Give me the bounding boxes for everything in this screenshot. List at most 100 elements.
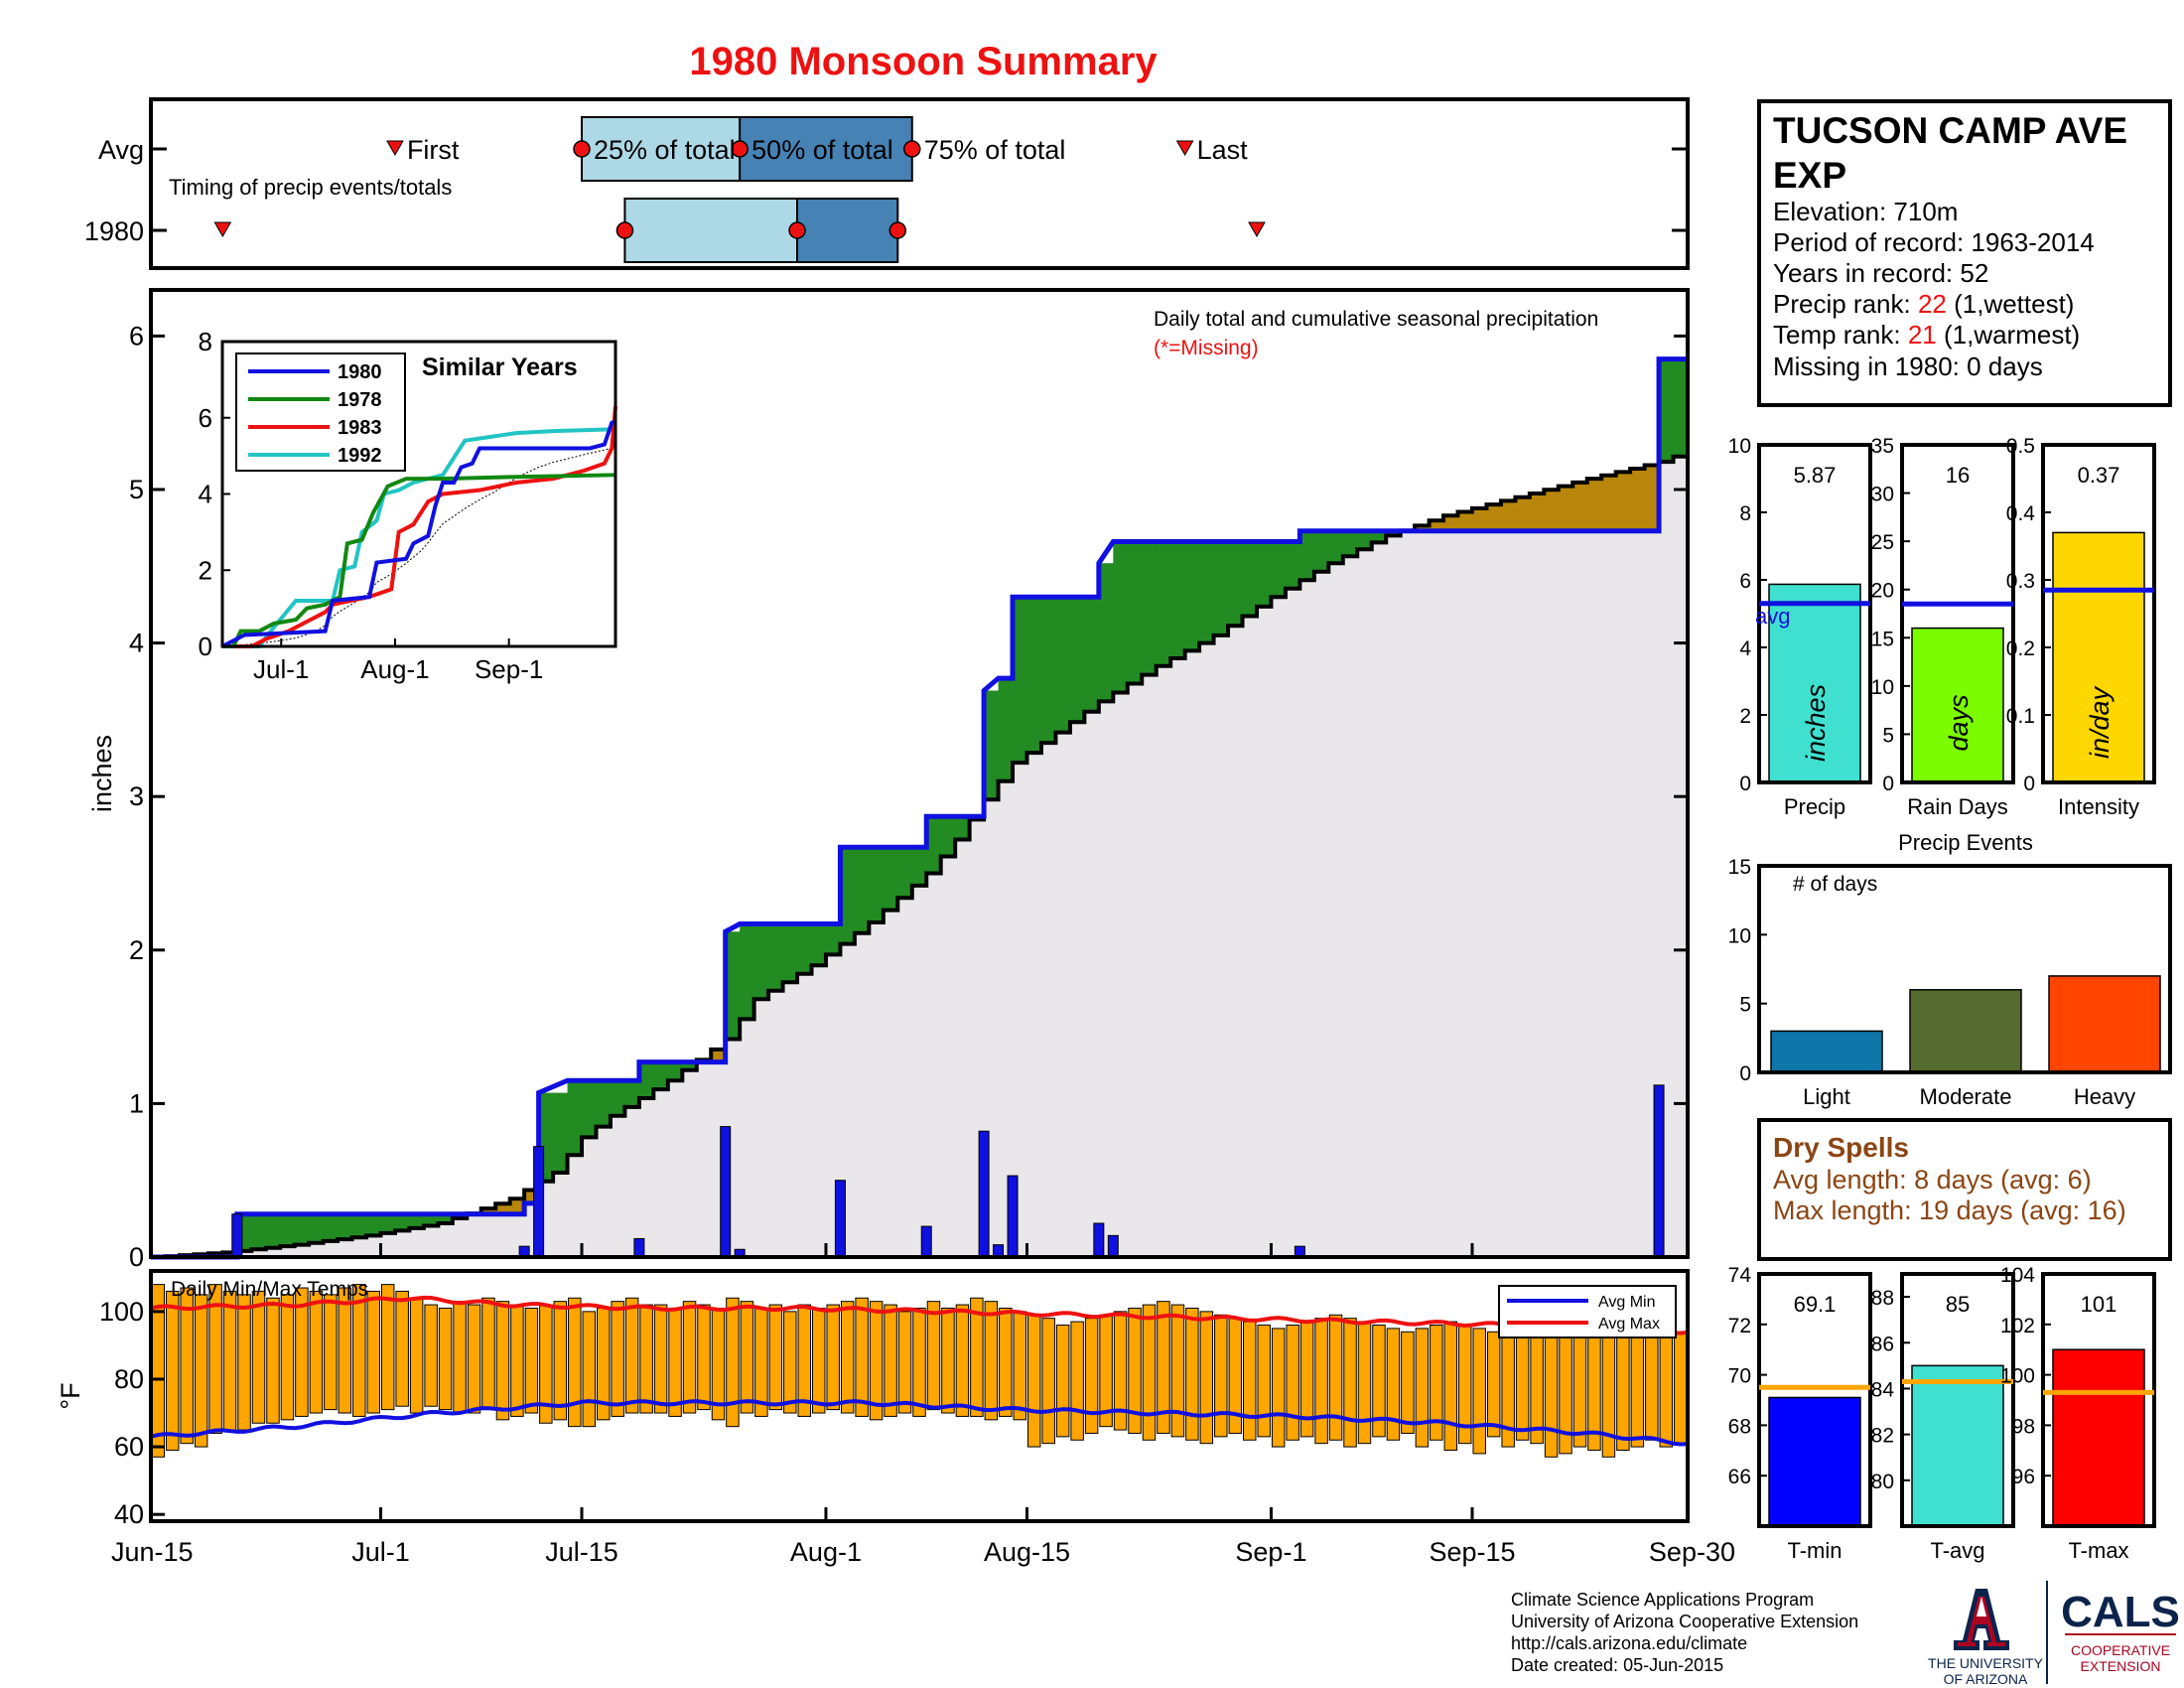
stat-unit-label-intensity: in/day xyxy=(2085,685,2115,759)
date-x-tick-label: Sep-15 xyxy=(1429,1537,1515,1567)
precip-events-y-tick-label: 0 xyxy=(1739,1062,1751,1085)
above-average-fill xyxy=(1156,541,1171,666)
precip-y-tick-label: 1 xyxy=(129,1088,144,1118)
daily-precip-bar xyxy=(533,1146,545,1258)
precip-plot-area xyxy=(151,356,1690,1260)
above-average-fill xyxy=(1242,541,1258,617)
daily-temp-bar xyxy=(1170,1304,1185,1438)
daily-temp-bar xyxy=(1113,1311,1128,1431)
page-title: 1980 Monsoon Summary xyxy=(689,40,1158,83)
stat-y-tick-label: 10 xyxy=(1728,435,1751,458)
above-average-fill xyxy=(582,1080,597,1138)
above-average-fill xyxy=(1040,597,1056,744)
university-of-arizona-logo: THE UNIVERSITY OF ARIZONA CALS COOPERATI… xyxy=(1928,1581,2180,1687)
daily-temp-bar xyxy=(941,1307,955,1414)
precip-y-tick-label: 2 xyxy=(129,935,144,965)
daily-temp-bar xyxy=(1530,1328,1544,1445)
station-elevation: Elevation: 710m xyxy=(1773,197,1958,226)
precip-events-y-tick-label: 15 xyxy=(1728,856,1751,879)
daily-temp-bar xyxy=(1443,1321,1458,1451)
above-average-fill xyxy=(1127,541,1143,684)
credits: Climate Science Applications Program Uni… xyxy=(1511,1590,1858,1675)
ua-logo-line1: THE UNIVERSITY xyxy=(1928,1655,2044,1671)
daily-temp-bar xyxy=(624,1297,639,1414)
below-average-fill xyxy=(1443,515,1459,531)
daily-temp-bar xyxy=(826,1304,840,1411)
inset-legend-label-1978: 1978 xyxy=(338,389,382,411)
below-average-fill xyxy=(480,1208,496,1214)
above-average-fill xyxy=(1673,358,1689,457)
stat-x-label-t-min: T-min xyxy=(1788,1538,1843,1563)
daily-temp-bar xyxy=(510,1304,524,1417)
inset-series-1983 xyxy=(222,406,617,648)
daily-temp-bar xyxy=(653,1304,668,1414)
daily-temp-bar xyxy=(1472,1328,1486,1455)
stat-y-tick-label: 6 xyxy=(1739,570,1751,593)
daily-temp-bar xyxy=(453,1301,467,1414)
stat-y-tick-label: 0 xyxy=(2023,773,2035,795)
above-average-fill xyxy=(338,1213,353,1240)
below-average-fill xyxy=(711,1049,727,1062)
temp-legend-items: Avg Min Avg Max xyxy=(1507,1294,1660,1333)
stat-frame-intensity xyxy=(2041,443,2156,784)
above-average-fill xyxy=(869,847,885,922)
above-average-fill xyxy=(897,847,913,899)
above-average-fill xyxy=(1142,541,1158,675)
precip-events-caption: # of days xyxy=(1793,873,1877,896)
precip-events-frame xyxy=(1757,864,2172,1074)
above-average-fill xyxy=(1084,597,1100,712)
daily-temp-bar xyxy=(309,1290,324,1414)
stat-chart-precip: 0 2 4 6 8 10 5.87 Precip inches avg xyxy=(1728,435,1872,819)
inset-x-tick-label: Jul-1 xyxy=(253,654,309,684)
stat-y-tick-label: 10 xyxy=(1871,676,1894,699)
daily-temp-bar xyxy=(165,1290,180,1451)
temp-y-tick-label: 80 xyxy=(114,1364,144,1394)
stat-y-tick-label: 20 xyxy=(1871,580,1894,603)
inset-title: Similar Years xyxy=(422,353,578,381)
date-x-tick-label: Sep-30 xyxy=(1649,1537,1735,1567)
daily-temp-bar xyxy=(955,1304,970,1417)
similar-years-inset: 0 2 4 6 8 Jul-1 Aug-1 Sep-1 1980 1978 1983 1992 Si… xyxy=(199,327,617,684)
inset-y-tick-label: 2 xyxy=(199,555,212,585)
precip-y-tick-label: 6 xyxy=(129,321,144,351)
credits-line3: http://cals.arizona.edu/climate xyxy=(1511,1633,1747,1653)
daily-temp-bar xyxy=(697,1304,711,1411)
inset-y-tick-label: 0 xyxy=(199,632,212,661)
above-average-fill xyxy=(351,1213,367,1238)
inset-axes: 0 2 4 6 8 Jul-1 Aug-1 Sep-1 xyxy=(199,327,544,684)
daily-temp-bar xyxy=(1343,1318,1357,1448)
dry-spells-max-length: Max length: 19 days (avg: 16) xyxy=(1773,1196,2126,1225)
above-average-fill xyxy=(366,1213,381,1236)
daily-temp-bar xyxy=(1659,1335,1674,1448)
daily-temp-bar xyxy=(409,1297,424,1414)
daily-temp-bar xyxy=(1070,1321,1084,1441)
daily-temp-bar xyxy=(740,1301,754,1414)
daily-precip-bar xyxy=(720,1126,732,1258)
station-frame xyxy=(1757,99,2172,407)
inset-legend-label-1980: 1980 xyxy=(338,361,382,383)
below-average-fill xyxy=(1429,520,1444,531)
above-average-fill xyxy=(553,1092,569,1173)
stat-y-tick-label: 5 xyxy=(1882,724,1894,747)
precip-events-y-tick-label: 5 xyxy=(1739,994,1751,1017)
temp-legend xyxy=(1498,1285,1677,1338)
stat-avg-label-precip: avg xyxy=(1755,604,1790,629)
timing-avg-p25-marker xyxy=(573,140,591,158)
daily-temp-bar xyxy=(481,1297,495,1411)
daily-temp-bar xyxy=(668,1307,682,1417)
precip-missing-note: (*=Missing) xyxy=(1154,337,1259,359)
stat-y-tick-label: 35 xyxy=(1871,435,1894,458)
below-average-fill xyxy=(1630,468,1646,531)
above-average-fill xyxy=(1013,597,1028,764)
stat-frame-t-min xyxy=(1757,1272,1872,1528)
stat-x-label-t-max: T-max xyxy=(2068,1538,2128,1563)
inset-legend-label-1992: 1992 xyxy=(338,445,382,467)
daily-precip-bar xyxy=(1107,1234,1119,1258)
stat-y-tick-label: 72 xyxy=(1728,1315,1751,1337)
daily-temp-bar xyxy=(1013,1311,1027,1421)
stat-y-tick-label: 98 xyxy=(2012,1415,2035,1438)
precip-events-x-label: Heavy xyxy=(2074,1084,2135,1109)
precip-events-x-label: Moderate xyxy=(1920,1084,2012,1109)
inset-series-1980 xyxy=(221,419,616,648)
